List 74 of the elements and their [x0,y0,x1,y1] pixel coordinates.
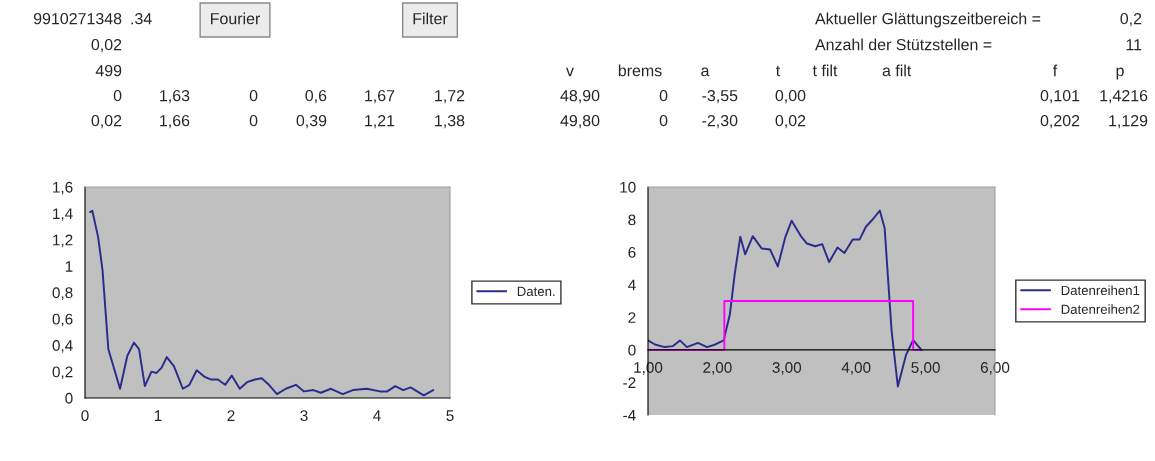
x-tick-label: 2 [227,410,235,421]
text: t filt [812,64,838,77]
text: .34 [131,12,152,25]
text: Anzahl der Stützstellen = [815,38,992,51]
x-tick-label: 4,00 [841,362,871,375]
text: 0 [659,114,668,127]
text: v [566,67,574,77]
text: 0,02 [775,114,806,129]
text: 0,02 [91,38,122,53]
legend-label: Datenreihen1 [1061,285,1140,296]
text: 1,63 [160,89,190,104]
text: 0,2 [1120,12,1142,27]
y-tick-label: 2 [628,312,636,323]
x-tick-label: 2,00 [703,362,732,375]
text: 9910271348 [33,12,122,25]
y-tick-label: 0,6 [52,313,73,327]
text: 49,80 [560,114,600,129]
text: 1,4216 [1100,89,1148,104]
y-tick-label: 0,2 [52,366,73,380]
text: f [1053,64,1058,77]
text: 0 [249,114,258,127]
text: 0,39 [296,114,327,129]
y-tick-label: 8 [628,214,636,226]
text: 0 [659,89,668,102]
text: 0,6 [305,89,327,104]
text: brems [618,64,662,77]
y-tick-label: 1 [65,261,73,272]
y-tick-label: -4 [623,410,636,421]
text: 1,21 [365,114,395,129]
x-tick-label: 4 [373,410,381,421]
text: 11 [1126,39,1142,51]
text: t [776,65,781,77]
text: p [1116,67,1124,80]
x-tick-label: 0 [81,410,89,422]
text: Fourier [211,12,261,25]
y-tick-label: 0,4 [52,340,73,353]
legend-label: Daten. [517,286,555,297]
y-tick-label: 1,6 [53,181,73,195]
text: -2,30 [702,114,738,129]
text: 499 [95,64,122,77]
y-tick-label: 10 [620,181,636,193]
x-tick-label: 5 [446,410,454,422]
text: 0,202 [1040,114,1080,129]
y-tick-label: 0,8 [52,287,73,300]
line-series [89,209,435,397]
text: 0,02 [91,114,122,129]
text: a filt [882,64,912,77]
x-tick-label: 3,00 [772,362,802,375]
y-tick-label: 1,4 [53,208,73,221]
y-tick-label: 0 [65,392,73,404]
text: Filter [413,12,448,25]
y-tick-label: 1,2 [53,234,73,248]
text: 48,90 [560,89,600,104]
text: 1,66 [160,114,190,129]
text: 0 [249,89,258,102]
y-tick-label: -2 [623,377,636,388]
text: 0 [113,89,122,102]
text: 0,101 [1040,89,1080,104]
text: Aktueller Glättungszeitbereich = [815,12,1041,28]
text: a [701,67,710,77]
x-tick-label: 5,00 [911,362,940,375]
y-tick-label: 6 [628,247,636,258]
x-tick-label: 3 [300,410,308,422]
text: 0,00 [775,89,806,104]
text: 1,72 [435,89,465,104]
x-tick-label: 6,00 [980,362,1010,375]
text: 1,38 [435,114,465,129]
text: -3,55 [702,89,738,104]
legend-label: Datenreihen2 [1061,304,1140,314]
x-tick-label: 1 [154,410,162,421]
text: 1,67 [365,89,395,104]
text: 1,129 [1109,114,1148,129]
y-tick-label: 4 [628,279,636,291]
y-tick-label: 0 [628,344,636,356]
